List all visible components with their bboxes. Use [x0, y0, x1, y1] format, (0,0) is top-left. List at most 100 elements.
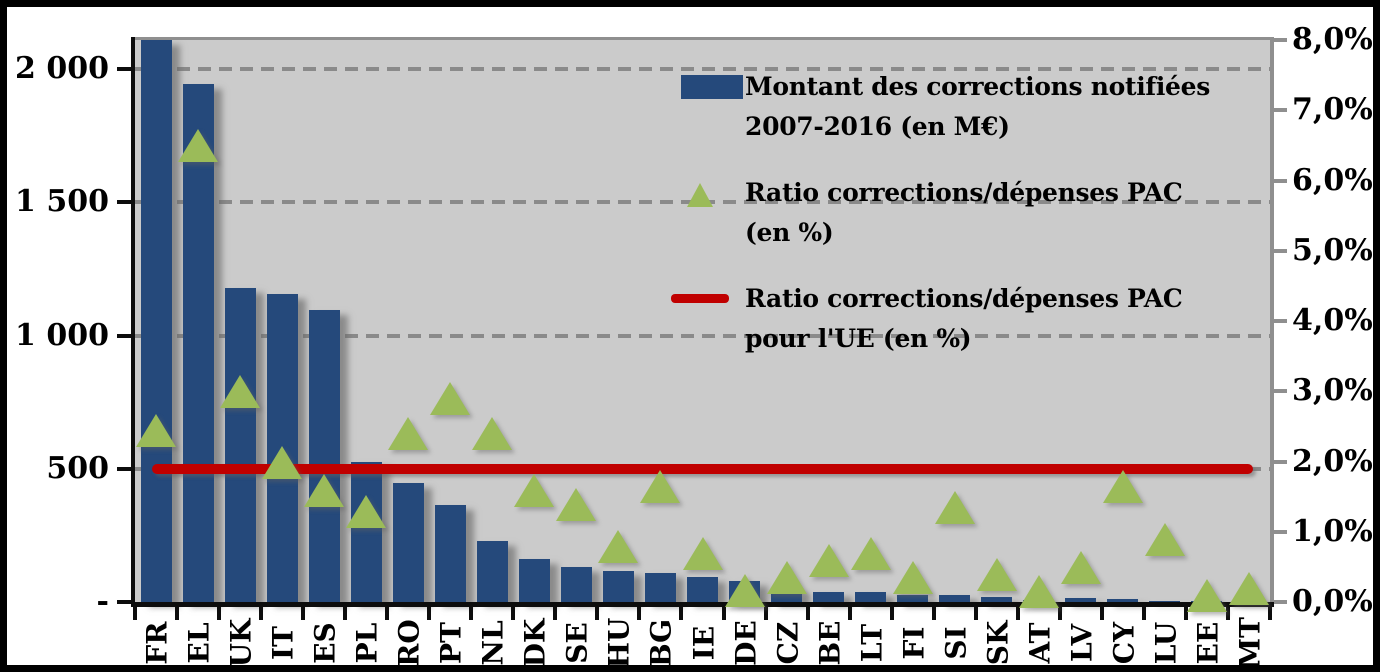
x-axis-tick [1141, 607, 1146, 620]
x-axis-label-RO: RO [392, 619, 426, 667]
right-axis-tick-label: 5,0% [1292, 232, 1373, 268]
bar-UK [224, 287, 256, 602]
ratio-marker-CZ [766, 561, 807, 595]
ratio-marker-ES [304, 473, 345, 507]
x-axis-label-SK: SK [981, 620, 1015, 666]
eu-ratio-line [152, 463, 1253, 474]
right-axis-tick-7 [1274, 108, 1287, 113]
eu-line-swatch-icon [671, 294, 729, 303]
legend-line: Montant des corrections notifiées [745, 72, 1211, 101]
x-axis-tick [931, 607, 936, 620]
bar-NL [476, 541, 508, 602]
x-axis-tick [763, 607, 768, 620]
x-axis-label-DE: DE [729, 620, 763, 666]
bar-EL [182, 83, 214, 602]
left-axis-tick-label: 500 [46, 450, 109, 486]
right-axis-tick-2 [1274, 459, 1287, 464]
right-axis-tick-label: 3,0% [1292, 373, 1373, 409]
bar-SK [981, 597, 1013, 602]
legend-line: pour l'UE (en %) [745, 324, 972, 353]
right-axis-tick-3 [1274, 389, 1287, 394]
left-axis-tick-label: 2 000 [15, 51, 109, 87]
x-axis-label-NL: NL [476, 620, 510, 666]
bar-CY [1107, 599, 1139, 602]
ratio-marker-IE [682, 536, 723, 570]
left-axis-tick-2000 [117, 67, 131, 72]
x-axis-label-CY: CY [1107, 621, 1141, 665]
x-axis-label-SE: SE [560, 622, 594, 664]
x-axis-label-EL: EL [182, 622, 216, 664]
ratio-marker-EL [178, 129, 219, 163]
bar-IE [687, 576, 718, 602]
x-axis-tick [1183, 607, 1188, 620]
right-axis-tick-label: 2,0% [1292, 443, 1373, 479]
x-axis-tick [385, 607, 390, 620]
x-axis-label-PL: PL [350, 622, 384, 664]
right-axis-tick-4 [1274, 319, 1287, 323]
ratio-marker-SI [934, 491, 975, 525]
ratio-marker-FR [136, 413, 177, 447]
chart-legend: Montant des corrections notifiées 2007-2… [665, 67, 1275, 385]
bar-LV [1065, 598, 1097, 602]
bar-SE [560, 566, 592, 602]
x-axis-label-HU: HU [602, 617, 636, 669]
legend-label-eu-line: Ratio corrections/dépenses PAC pour l'UE… [745, 279, 1183, 359]
right-axis-tick-label: 6,0% [1292, 162, 1373, 198]
ratio-marker-LT [850, 536, 891, 570]
ratio-marker-PT [430, 382, 471, 416]
right-axis-spine [1270, 37, 1274, 602]
legend-marker-box [665, 67, 745, 107]
x-axis-tick [427, 607, 432, 620]
triangle-marker-icon [687, 183, 713, 207]
x-axis-label-IT: IT [266, 626, 300, 660]
x-axis-label-LV: LV [1065, 623, 1099, 663]
ratio-marker-RO [388, 417, 429, 451]
ratio-marker-NL [472, 417, 513, 451]
ratio-marker-IT [262, 445, 303, 479]
x-axis-label-BE: BE [813, 620, 847, 666]
x-axis-label-BG: BG [644, 618, 678, 668]
right-axis-tick-label: 7,0% [1292, 92, 1373, 128]
bar-DK [518, 559, 550, 602]
left-axis-tick-1500 [117, 200, 131, 205]
legend-line: Ratio corrections/dépenses PAC [745, 284, 1183, 313]
right-axis-tick-label: 4,0% [1292, 303, 1373, 338]
bar-HU [602, 571, 634, 602]
legend-item-bar-series: Montant des corrections notifiées 2007-2… [665, 67, 1275, 147]
right-axis-tick-6 [1274, 178, 1287, 183]
right-axis-tick-label: 1,0% [1292, 513, 1373, 549]
bar-PT [434, 504, 466, 602]
legend-label-ratio-series: Ratio corrections/dépenses PAC (en %) [745, 173, 1183, 253]
legend-line: (en %) [745, 218, 834, 247]
right-axis-tick-label: 0,0% [1292, 584, 1373, 619]
x-axis-label-LT: LT [855, 623, 889, 663]
x-axis-tick [343, 607, 348, 620]
x-axis-tick [469, 607, 474, 620]
legend-marker-box [665, 279, 745, 319]
x-axis-label-PT: PT [434, 622, 468, 664]
left-axis-tick-1000 [117, 333, 131, 338]
bar-series-swatch-icon [681, 75, 743, 99]
ratio-marker-AT [1018, 575, 1059, 609]
gridline-1000 [135, 333, 1270, 338]
legend-label-bar-series: Montant des corrections notifiées 2007-2… [745, 67, 1210, 147]
ratio-marker-PL [346, 494, 387, 528]
ratio-marker-BE [808, 543, 849, 577]
left-axis-tick-0 [117, 600, 131, 604]
x-axis-label-AT: AT [1023, 622, 1057, 664]
ratio-marker-DE [724, 574, 765, 608]
x-axis-tick [1225, 607, 1230, 620]
x-axis-tick [259, 607, 264, 620]
legend-item-eu-line: Ratio corrections/dépenses PAC pour l'UE… [665, 279, 1275, 359]
ratio-marker-MT [1228, 571, 1269, 605]
x-axis-tick [805, 607, 810, 620]
left-axis-tick-label: - [96, 584, 109, 619]
x-axis-tick [133, 607, 137, 620]
bar-BG [644, 573, 676, 602]
x-axis-tick [511, 607, 516, 620]
ratio-marker-BG [640, 470, 681, 504]
left-axis-spine [131, 37, 135, 607]
x-axis-tick [679, 607, 684, 620]
legend-line: 2007-2016 (en M€) [745, 112, 1010, 141]
ratio-marker-UK [220, 375, 261, 409]
